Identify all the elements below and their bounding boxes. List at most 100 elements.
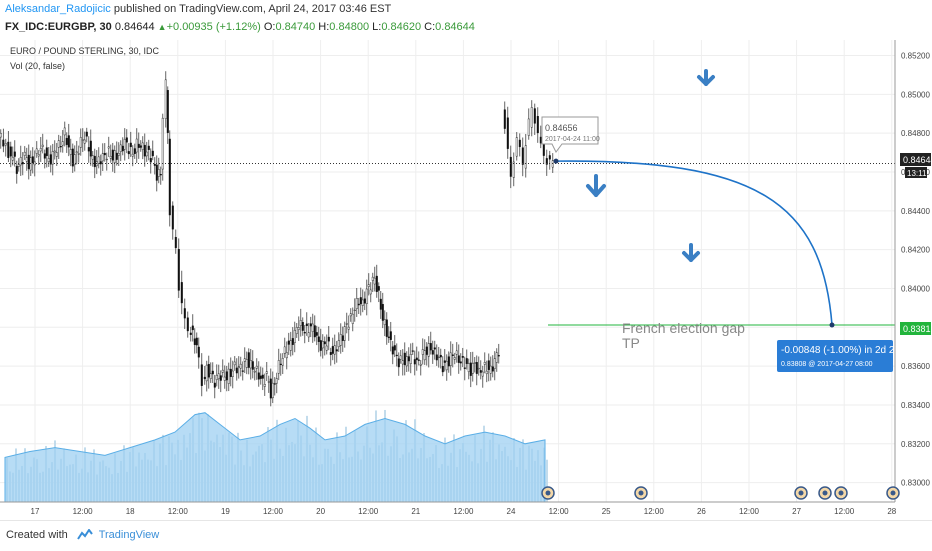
curve-end-point [829, 322, 835, 328]
candle-down [403, 352, 406, 366]
measure-line-1: -0.00848 (-1.00%) in 2d 21h [781, 345, 906, 356]
candle-down [309, 323, 312, 327]
open-value: 0.84740 [275, 21, 316, 33]
y-tick-label: 0.84800 [901, 129, 930, 138]
candle-up [75, 151, 78, 153]
candle-up [237, 366, 240, 368]
current-price-tag-text: 0.84644 [903, 155, 932, 165]
x-tick-label: 12:00 [644, 507, 665, 516]
candle-down [121, 145, 124, 152]
candle-up [37, 154, 40, 157]
y-tick-label: 0.83000 [901, 479, 930, 488]
candle-up [355, 298, 358, 309]
candle-down [67, 135, 70, 148]
legend-title: EURO / POUND STERLING, 30, IDC [10, 46, 160, 56]
high-value: 0.84800 [329, 21, 370, 33]
candle-down [317, 336, 320, 342]
candle-up [325, 345, 328, 351]
candle-up [97, 156, 100, 164]
x-tick-label: 21 [411, 507, 420, 516]
projection-curve [555, 160, 833, 326]
price-axis[interactable]: 0.852000.850000.848000.846000.844000.842… [894, 40, 930, 502]
x-tick-label: 12:00 [73, 507, 94, 516]
candle-down [506, 117, 509, 149]
candle-up [145, 151, 148, 157]
candle-up [249, 360, 252, 369]
candle-down [313, 325, 316, 338]
candle-down [257, 372, 260, 380]
candle-up [17, 164, 20, 167]
low-label: L: [372, 21, 382, 33]
candle-up [307, 332, 310, 338]
candle-up [141, 142, 144, 150]
candle-up [119, 144, 122, 152]
x-tick-label: 12:00 [739, 507, 760, 516]
candle-down [177, 248, 180, 291]
candle-down [469, 362, 472, 376]
candle-down [533, 108, 536, 124]
candle-up [373, 277, 376, 285]
candle-up [157, 169, 160, 177]
candle-down [463, 367, 466, 369]
tradingview-brand[interactable]: TradingView [98, 529, 160, 541]
candle-up [77, 153, 80, 155]
candle-down [251, 361, 254, 370]
candle-up [419, 363, 422, 366]
candle-down [459, 361, 462, 364]
time-axis[interactable]: 17 12:00 18 12:00 19 12:00 20 12:00 21 12:00 24 12:… [0, 501, 897, 516]
candle-down [305, 323, 308, 327]
candle-up [453, 357, 456, 360]
publish-line: Aleksandar_Radojicic published on Tradin… [5, 3, 391, 15]
candle-up [23, 151, 26, 156]
y-tick-label: 0.84400 [901, 207, 930, 216]
candle-down [247, 352, 250, 368]
candle-down [429, 343, 432, 351]
candle-down [331, 346, 334, 354]
x-tick-label: 12:00 [263, 507, 284, 516]
candle-up [223, 376, 226, 381]
event-flag-dot [798, 490, 804, 496]
y-tick-label: 0.83200 [901, 440, 930, 449]
candle-down [241, 370, 244, 372]
candle-down [335, 349, 338, 352]
candle-up [227, 368, 230, 384]
candle-down [65, 137, 68, 145]
candle-up [409, 354, 412, 364]
volume-ma-area [4, 412, 546, 503]
price-chart[interactable]: EURO / POUND STERLING, 30, IDC Vol (20, … [0, 40, 932, 518]
candle-down [359, 297, 362, 305]
annotation-line-1: French election gap [622, 320, 745, 336]
candle-down [43, 153, 46, 159]
down-arrow-icon [697, 69, 715, 86]
x-tick-label: 20 [316, 507, 325, 516]
candle-down [491, 366, 494, 372]
candlesticks [0, 71, 554, 407]
candle-up [55, 152, 58, 157]
symbol-label[interactable]: FX_IDC:EURGBP, 30 [5, 21, 112, 33]
candle-up [255, 365, 258, 369]
candle-up [263, 384, 266, 387]
candle-up [485, 370, 488, 375]
candle-down [379, 298, 382, 310]
candle-down [381, 304, 384, 321]
candle-up [265, 371, 268, 374]
candle-up [73, 154, 76, 165]
candle-up [11, 157, 14, 161]
candle-down [407, 356, 410, 362]
candle-down [509, 156, 512, 177]
target-price-tag: 0.83812 [900, 322, 932, 335]
candle-up [289, 340, 292, 351]
candle-down [103, 152, 106, 156]
candle-down [329, 352, 332, 355]
candle-up [423, 350, 426, 361]
candle-up [371, 276, 374, 281]
candle-up [113, 150, 116, 163]
candle-down [189, 332, 192, 335]
candle-up [123, 139, 126, 150]
candle-down [425, 346, 428, 355]
event-flag-dot [638, 490, 644, 496]
annotation-line-2: TP [622, 335, 640, 351]
candle-up [421, 349, 424, 355]
close-label: C: [424, 21, 436, 33]
author-link[interactable]: Aleksandar_Radojicic [5, 3, 111, 15]
